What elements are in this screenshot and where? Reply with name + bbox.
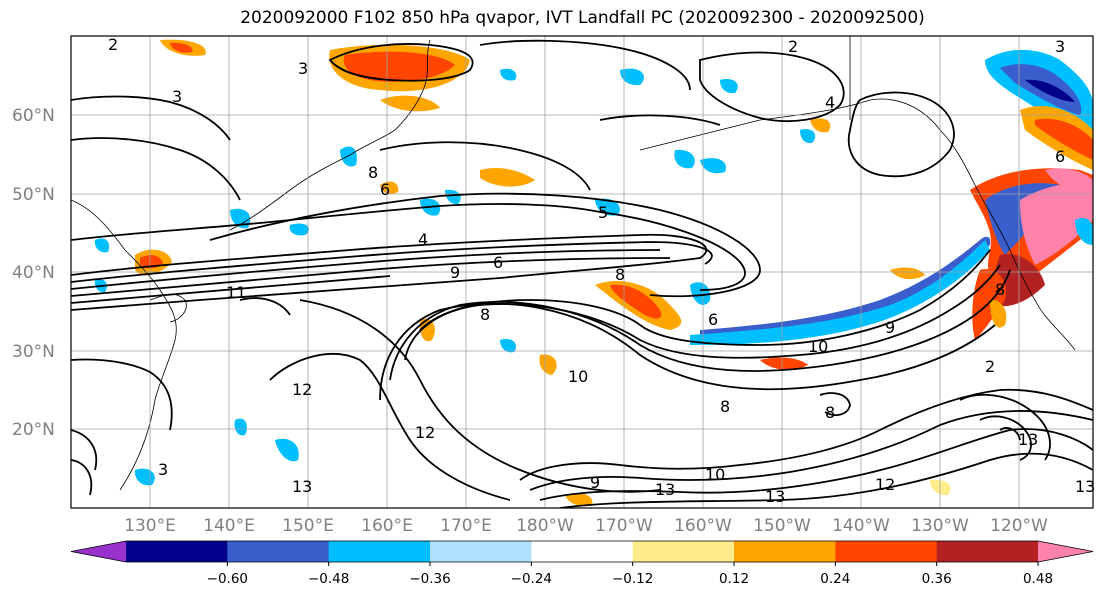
contour-label: 13 (1075, 477, 1095, 496)
contour-label: 3 (158, 460, 168, 479)
colorbar-label: 0.48 (1023, 571, 1053, 587)
lat-label: 20°N (12, 420, 55, 440)
contour-label: 2 (788, 37, 798, 56)
contour-label: 13 (655, 480, 675, 499)
contour-label: 6 (708, 310, 718, 329)
contour-label: 9 (590, 473, 600, 492)
lon-label: 150°W (753, 516, 811, 536)
colorbar-segment (835, 541, 938, 562)
colorbar-extend-low (71, 541, 126, 562)
colorbar-extend-high (1038, 541, 1093, 562)
colorbar-segment (936, 541, 1039, 562)
contour-label: 6 (380, 180, 390, 199)
colorbar-outline (70, 540, 1094, 563)
contour-label: 8 (720, 397, 730, 416)
contour-label: 8 (480, 305, 490, 324)
contour-labels: 2 2 3 3 3 4 4 5 6 6 6 8 8 8 9 9 9 10 10 … (108, 35, 1095, 506)
map-title: 2020092000 F102 850 hPa qvapor, IVT Land… (240, 8, 925, 28)
colorbar-segment (126, 541, 228, 562)
colorbar-label: −0.48 (308, 571, 349, 587)
colorbar-label: 0.24 (820, 571, 850, 587)
contour-label: 8 (825, 403, 835, 422)
contour-label: 13 (1018, 430, 1038, 449)
contour-label: 8 (995, 280, 1005, 299)
contour-label: 12 (875, 475, 895, 494)
colorbar-segment (227, 541, 330, 562)
longitude-labels: 130°E 140°E 150°E 160°E 170°E 180°W 170°… (124, 516, 1048, 536)
contour-label: 3 (298, 59, 308, 78)
colorbar: −0.60 −0.48 −0.36 −0.24 −0.12 0.12 0.24 0.36 0.4… (70, 540, 1094, 587)
contour-label: 13 (292, 477, 312, 496)
contour-label: 10 (568, 367, 588, 386)
contour-label: 3 (1055, 37, 1065, 56)
lon-label: 130°E (124, 516, 176, 536)
map-border (70, 35, 1094, 509)
colorbar-segment (328, 541, 431, 562)
contour-label: 9 (885, 318, 895, 337)
lon-label: 170°E (440, 516, 492, 536)
contour-label: 8 (368, 163, 378, 182)
colorbar-label: 0.12 (719, 571, 749, 587)
contour-label: 12 (292, 380, 312, 399)
contour-label: 2 (985, 357, 995, 376)
colorbar-label: 0.36 (922, 571, 952, 587)
lon-label: 140°W (832, 516, 890, 536)
lon-label: 150°E (282, 516, 334, 536)
contour-label: 11 (226, 283, 246, 302)
contour-label: 2 (108, 35, 118, 54)
contour-label: 13 (765, 487, 785, 506)
lon-label: 160°E (361, 516, 413, 536)
contour-label: 6 (1055, 147, 1065, 166)
contour-label: 5 (598, 203, 608, 222)
colorbar-segment (531, 541, 634, 562)
lat-label: 30°N (12, 342, 55, 362)
lon-label: 120°W (990, 516, 1048, 536)
contour-label: 10 (705, 465, 725, 484)
lat-label: 40°N (12, 263, 55, 283)
lon-label: 140°E (203, 516, 255, 536)
colorbar-label: −0.24 (511, 571, 552, 587)
contour-label: 4 (825, 93, 835, 112)
contour-label: 12 (415, 423, 435, 442)
latitude-labels: 60°N 50°N 40°N 30°N 20°N (12, 106, 55, 440)
contour-label: 8 (615, 265, 625, 284)
contour-label: 9 (450, 263, 460, 282)
colorbar-segment (430, 541, 532, 562)
contour-label: 10 (808, 337, 828, 356)
colorbar-segment (734, 541, 836, 562)
contour-label: 6 (493, 253, 503, 272)
contour-label: 4 (418, 230, 428, 249)
lon-label: 130°W (911, 516, 969, 536)
lon-label: 170°W (595, 516, 653, 536)
lon-label: 180°W (516, 516, 574, 536)
colorbar-label: −0.12 (612, 571, 653, 587)
colorbar-segment (632, 541, 735, 562)
colorbar-label: −0.36 (409, 571, 450, 587)
lat-label: 50°N (12, 185, 55, 205)
ivt-contours (71, 39, 1093, 508)
colorbar-label: −0.60 (207, 571, 248, 587)
lon-label: 160°W (674, 516, 732, 536)
lat-label: 60°N (12, 106, 55, 126)
contour-label: 3 (172, 87, 182, 106)
